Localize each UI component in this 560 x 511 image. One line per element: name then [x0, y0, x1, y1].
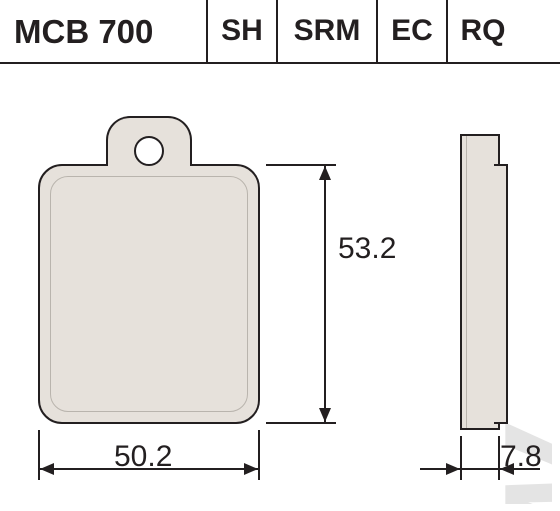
pad-mounting-hole — [134, 136, 164, 166]
variant-rq: RQ — [448, 0, 518, 62]
arrow-down-icon — [319, 408, 331, 422]
variant-ec: EC — [378, 0, 448, 62]
header-row: MCB 700 SH SRM EC RQ — [0, 0, 560, 62]
arrow-right-icon — [244, 463, 258, 475]
dim-thickness-value: 7.8 — [500, 440, 542, 474]
variant-srm: SRM — [278, 0, 378, 62]
model-code: MCB 700 — [0, 0, 208, 62]
arrow-left-icon — [40, 463, 54, 475]
arrow-right-icon — [446, 463, 460, 475]
pad-side-inner-line — [466, 136, 467, 428]
dim-height-line — [324, 164, 326, 424]
technical-drawing: TRW 50.2 53.2 7.8 — [0, 64, 560, 511]
variant-sh: SH — [208, 0, 278, 62]
dim-thick-ext-left — [460, 436, 462, 480]
arrow-up-icon — [319, 166, 331, 180]
dim-height-value: 53.2 — [338, 232, 396, 266]
dim-width-value: 50.2 — [114, 440, 172, 474]
brake-pad-backing-plate — [494, 164, 508, 424]
pad-friction-surface — [50, 176, 248, 412]
dim-width-ext-right — [258, 430, 260, 480]
